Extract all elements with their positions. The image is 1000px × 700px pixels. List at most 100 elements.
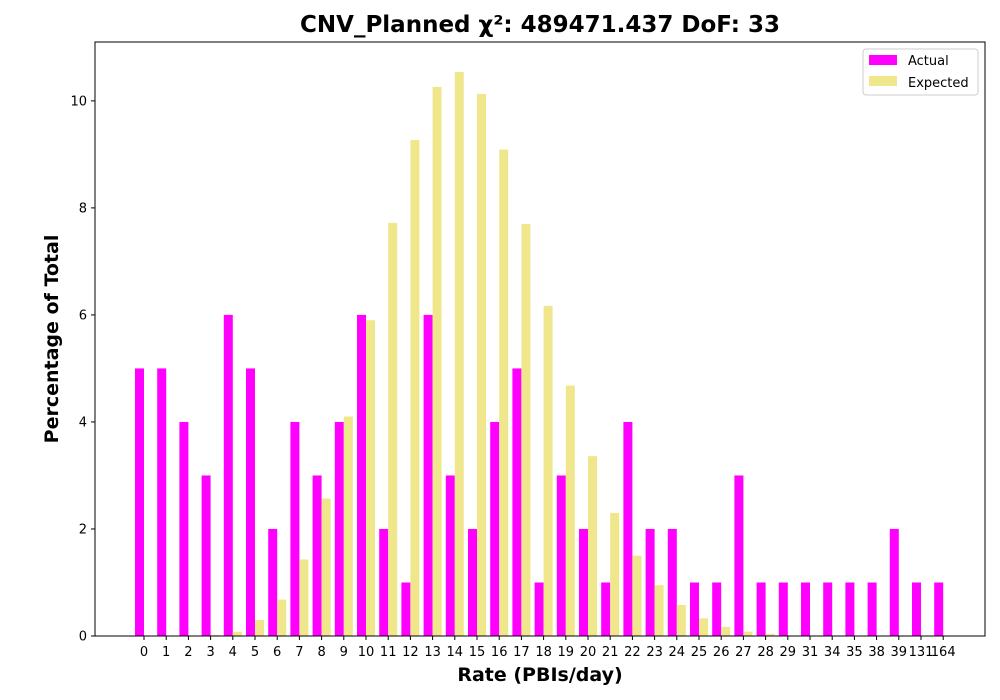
legend-swatch-actual — [869, 55, 897, 65]
bar-actual-10 — [357, 314, 366, 636]
bar-actual-8 — [312, 475, 322, 636]
x-tick-label-6: 6 — [273, 645, 281, 660]
bar-expected-17 — [521, 223, 531, 636]
chart-title: CNV_Planned χ²: 489471.437 DoF: 33 — [300, 12, 780, 38]
x-tick-label-27: 27 — [735, 645, 752, 660]
x-tick-label-5: 5 — [251, 645, 259, 660]
x-tick-label-23: 23 — [646, 645, 663, 660]
bar-actual-12 — [401, 582, 411, 636]
bar-actual-131 — [912, 582, 921, 636]
x-tick-label-29: 29 — [780, 645, 797, 660]
bar-actual-24 — [667, 528, 677, 636]
y-tick-label-6: 6 — [79, 308, 87, 323]
plot-frame — [94, 41, 986, 637]
legend: Actual Expected — [862, 48, 979, 96]
bar-expected-25 — [699, 618, 708, 636]
bar-expected-12 — [410, 139, 420, 636]
bar-expected-21 — [610, 512, 620, 636]
y-axis-label: Percentage of Total — [41, 235, 63, 444]
bar-actual-19 — [556, 475, 566, 636]
x-tick-label-14: 14 — [447, 645, 464, 660]
bar-actual-15 — [468, 528, 477, 636]
bar-expected-9 — [343, 416, 353, 636]
bar-actual-28 — [756, 582, 766, 636]
bar-actual-3 — [201, 475, 211, 636]
legend-swatch-expected — [869, 76, 897, 86]
x-tick-label-39: 39 — [891, 645, 908, 660]
x-tick-label-21: 21 — [602, 645, 619, 660]
y-tick-label-10: 10 — [70, 94, 87, 109]
bar-actual-25 — [690, 582, 699, 636]
bar-actual-21 — [601, 582, 611, 636]
bar-actual-20 — [579, 528, 588, 636]
x-tick-label-11: 11 — [380, 645, 397, 660]
x-axis-label: Rate (PBIs/day) — [457, 664, 622, 686]
bar-expected-20 — [588, 456, 597, 636]
bar-expected-24 — [676, 604, 686, 636]
bar-actual-11 — [379, 528, 389, 636]
y-tick-label-4: 4 — [79, 415, 87, 430]
x-tick-label-4: 4 — [229, 645, 237, 660]
bar-actual-31 — [801, 582, 810, 636]
bar-actual-29 — [778, 582, 788, 636]
bar-actual-1 — [157, 368, 167, 636]
x-tick-label-10: 10 — [358, 645, 375, 660]
bar-actual-38 — [867, 582, 877, 636]
x-tick-label-17: 17 — [513, 645, 530, 660]
x-tick-label-13: 13 — [424, 645, 441, 660]
x-tick-label-28: 28 — [757, 645, 774, 660]
bar-actual-9 — [334, 421, 344, 636]
bar-actual-6 — [268, 528, 278, 636]
bar-expected-23 — [654, 585, 664, 636]
x-tick-label-2: 2 — [184, 645, 192, 660]
bar-actual-5 — [246, 368, 255, 636]
bar-actual-18 — [534, 582, 544, 636]
plot-area: 0 1 2 3 4 5 6 7 8 9 10 11 12 13 14 15 16 17 18 19 20 21 22 23 24… — [70, 71, 956, 660]
x-tick-label-26: 26 — [713, 645, 730, 660]
bar-expected-26 — [721, 626, 731, 636]
bar-actual-26 — [712, 582, 722, 636]
bar-expected-10 — [366, 320, 375, 636]
bar-expected-8 — [321, 498, 331, 636]
bar-expected-5 — [255, 619, 264, 636]
x-tick-label-16: 16 — [491, 645, 508, 660]
x-tick-label-131: 131 — [909, 645, 934, 660]
bar-expected-14 — [454, 71, 464, 637]
bar-expected-7 — [299, 559, 309, 636]
x-tick-label-24: 24 — [669, 645, 686, 660]
x-tick-label-38: 38 — [868, 645, 885, 660]
x-tick-label-35: 35 — [846, 645, 863, 660]
bar-actual-27 — [734, 475, 744, 636]
bar-expected-6 — [277, 599, 287, 636]
bar-expected-11 — [388, 222, 398, 636]
bar-actual-4 — [223, 314, 233, 636]
x-tick-label-8: 8 — [317, 645, 325, 660]
bar-expected-28 — [765, 633, 775, 636]
x-tick-label-19: 19 — [558, 645, 575, 660]
bar-expected-16 — [499, 149, 509, 636]
bar-expected-13 — [432, 86, 442, 636]
x-tick-label-9: 9 — [340, 645, 348, 660]
x-tick-label-7: 7 — [295, 645, 303, 660]
x-tick-label-18: 18 — [535, 645, 552, 660]
bar-actual-13 — [423, 314, 433, 636]
x-tick-label-164: 164 — [931, 645, 956, 660]
bar-expected-4 — [232, 631, 242, 636]
legend-label-expected: Expected — [908, 76, 969, 91]
bar-actual-7 — [290, 421, 300, 636]
bar-expected-18 — [543, 305, 553, 636]
y-tick-label-0: 0 — [79, 630, 87, 645]
bar-expected-22 — [632, 555, 642, 636]
bar-actual-35 — [845, 582, 855, 636]
x-tick-label-34: 34 — [824, 645, 841, 660]
bar-actual-164 — [934, 582, 944, 636]
bar-expected-15 — [477, 93, 486, 636]
legend-label-actual: Actual — [908, 54, 949, 69]
x-tick-label-1: 1 — [162, 645, 170, 660]
bar-expected-3 — [210, 634, 220, 636]
x-tick-label-31: 31 — [802, 645, 819, 660]
bar-actual-34 — [823, 582, 833, 636]
x-tick-label-20: 20 — [580, 645, 597, 660]
x-tick-label-25: 25 — [691, 645, 708, 660]
